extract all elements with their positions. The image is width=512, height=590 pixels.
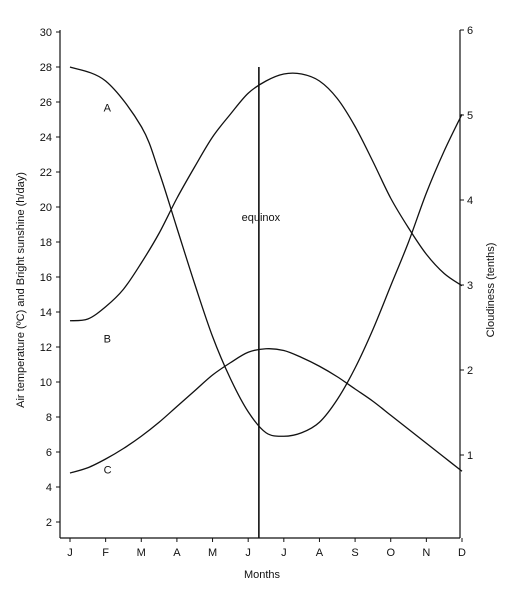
x-tick-label: A <box>173 547 181 559</box>
x-axis-title: Months <box>244 569 281 581</box>
x-tick-label: J <box>245 547 251 559</box>
axes <box>59 30 461 539</box>
left-y-tick-label: 18 <box>40 237 52 249</box>
series-label-b: B <box>104 333 111 345</box>
x-tick-label: O <box>386 547 395 559</box>
left-y-tick-label: 22 <box>40 167 52 179</box>
x-tick-label: M <box>137 547 146 559</box>
x-tick-label: J <box>67 547 73 559</box>
annotations: equinox <box>242 67 281 538</box>
x-tick-label: N <box>422 547 430 559</box>
series-line-c <box>69 348 463 474</box>
left-y-axis-title: Air temperature (ºC) and Bright sunshine… <box>15 172 27 408</box>
left-y-tick-label: 28 <box>40 62 52 74</box>
left-y-tick-label: 14 <box>40 307 52 319</box>
right-y-tick-label: 3 <box>467 280 473 292</box>
left-y-tick-label: 16 <box>40 272 52 284</box>
x-tick-label: A <box>316 547 324 559</box>
left-y-tick-label: 6 <box>46 447 52 459</box>
series-lines: A B C <box>69 66 463 477</box>
series-line-b <box>69 72 463 322</box>
left-y-tick-label: 20 <box>40 202 52 214</box>
equinox-label: equinox <box>242 212 281 224</box>
left-y-tick-label: 24 <box>40 132 52 144</box>
right-y-tick-label: 5 <box>467 110 473 122</box>
series-label-c: C <box>104 465 112 477</box>
series-line-a <box>69 66 463 437</box>
right-y-axis-title: Cloudiness (tenths) <box>485 243 497 338</box>
left-y-tick-label: 8 <box>46 412 52 424</box>
labels: Months Air temperature (ºC) and Bright s… <box>15 172 497 581</box>
left-y-tick-label: 30 <box>40 27 52 39</box>
right-y-tick-label: 1 <box>467 450 473 462</box>
x-tick-label: M <box>208 547 217 559</box>
left-y-tick-label: 10 <box>40 377 52 389</box>
left-y-tick-label: 4 <box>46 482 52 494</box>
left-y-tick-label: 26 <box>40 97 52 109</box>
x-tick-label: J <box>281 547 287 559</box>
x-tick-label: S <box>351 547 358 559</box>
left-y-tick-label: 12 <box>40 342 52 354</box>
right-y-tick-label: 6 <box>467 25 473 37</box>
x-tick-label: D <box>458 547 466 559</box>
right-y-tick-label: 2 <box>467 365 473 377</box>
series-label-a: A <box>104 102 112 114</box>
x-tick-label: F <box>102 547 109 559</box>
left-y-tick-label: 2 <box>46 517 52 529</box>
right-y-tick-label: 4 <box>467 195 473 207</box>
